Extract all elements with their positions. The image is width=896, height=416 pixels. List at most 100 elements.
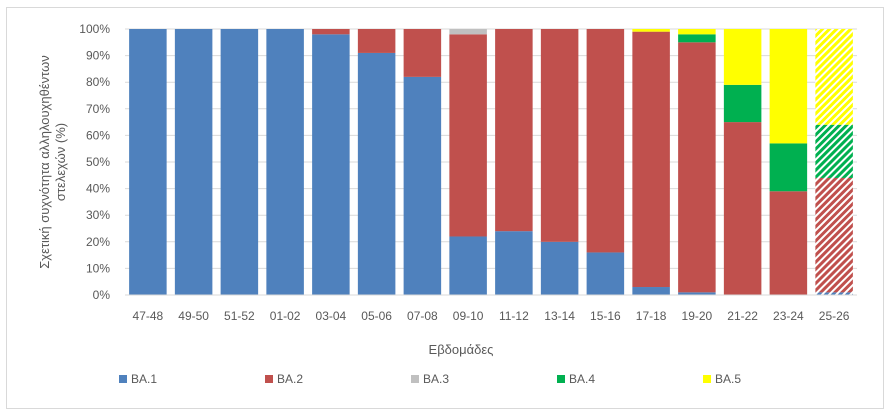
legend: BA.1 BA.2 BA.3 BA.4 BA.5	[119, 372, 741, 386]
y-tick-label: 0%	[93, 288, 111, 302]
y-axis-label-line-1: Σχετική συχνότητα αλληλουχηθέντων	[37, 55, 52, 269]
x-tick-label: 13-14	[544, 309, 575, 323]
bar-ba-1-05-06	[357, 52, 396, 295]
x-tick-label: 17-18	[636, 309, 667, 323]
x-tick-label: 25-26	[819, 309, 850, 323]
bar-ba-1-07-08	[403, 76, 442, 295]
bar-stack-11-12	[495, 29, 533, 295]
y-tick-label: 50%	[86, 155, 110, 169]
bars	[129, 29, 853, 295]
bar-ba-2-13-14	[540, 29, 579, 242]
bar-stack-23-24	[769, 29, 808, 295]
legend-swatch	[265, 375, 273, 383]
bar-ba-1-01-02	[266, 29, 304, 295]
bar-stack-49-50	[174, 29, 213, 295]
bar-stack-09-10	[449, 29, 487, 295]
legend-item-ba-1: BA.1	[119, 372, 157, 386]
bar-ba-1-11-12	[495, 231, 533, 295]
bar-stack-47-48	[129, 29, 167, 295]
bar-ba-2-09-10	[449, 34, 487, 237]
legend-item-ba-5: BA.5	[703, 372, 741, 386]
bar-ba-4-21-22	[723, 84, 762, 123]
bar-ba-5-25-26	[815, 29, 853, 125]
bar-ba-5-19-20	[678, 29, 716, 35]
bar-ba-2-11-12	[495, 29, 533, 232]
x-axis-label: Εβδομάδες	[429, 342, 494, 357]
bar-stack-21-22	[723, 29, 762, 295]
x-tick-label: 05-06	[361, 309, 392, 323]
x-tick-label: 19-20	[682, 309, 713, 323]
bar-ba-1-51-52	[220, 29, 259, 295]
x-tick-label: 49-50	[178, 309, 209, 323]
bar-ba-1-47-48	[129, 29, 167, 295]
legend-swatch	[119, 375, 127, 383]
bar-ba-2-07-08	[403, 29, 442, 77]
x-tick-label: 47-48	[133, 309, 164, 323]
bar-ba-5-17-18	[632, 29, 670, 32]
bar-ba-4-23-24	[769, 143, 808, 192]
legend-label: BA.3	[423, 372, 449, 386]
bar-stack-15-16	[586, 29, 625, 295]
legend-label: BA.5	[715, 372, 741, 386]
bar-ba-1-03-04	[312, 34, 350, 295]
bar-ba-2-25-26	[815, 177, 853, 293]
y-tick-label: 70%	[86, 102, 110, 116]
bar-ba-2-03-04	[312, 29, 350, 35]
bar-stack-01-02	[266, 29, 304, 295]
bar-ba-5-23-24	[769, 29, 808, 144]
legend-label: BA.1	[131, 372, 157, 386]
bar-ba-2-21-22	[723, 122, 762, 295]
x-tick-label: 11-12	[499, 309, 529, 323]
legend-item-ba-2: BA.2	[265, 372, 303, 386]
x-tick-label: 21-22	[727, 309, 758, 323]
bar-stack-07-08	[403, 29, 442, 295]
bar-ba-4-19-20	[678, 34, 716, 43]
bar-stack-05-06	[357, 29, 396, 295]
y-tick-label: 100%	[79, 22, 110, 36]
y-tick-label: 30%	[86, 208, 110, 222]
bar-stack-17-18	[632, 29, 670, 295]
legend-swatch	[703, 375, 711, 383]
y-tick-label: 40%	[86, 182, 110, 196]
x-axis-ticks: 47-48 49-50 51-52 01-02 03-04 05-06 07-08 09-10…	[133, 309, 850, 323]
bar-ba-3-09-10	[449, 29, 487, 35]
bar-stack-19-20	[678, 29, 716, 295]
legend-swatch	[411, 375, 419, 383]
bar-ba-2-17-18	[632, 31, 670, 288]
bar-ba-1-15-16	[586, 252, 625, 295]
x-tick-label: 23-24	[773, 309, 804, 323]
y-tick-label: 90%	[86, 49, 110, 63]
bar-ba-1-49-50	[174, 29, 213, 295]
chart-frame: 0% 10% 20% 30% 40% 50% 60% 70% 80% 90% 100% 47-48 4…	[6, 7, 884, 409]
y-tick-label: 20%	[86, 235, 110, 249]
bar-ba-1-13-14	[540, 241, 579, 295]
stacked-bar-chart: 0%10%20%30%40%50%60%70%80%90%100% 47-48 4…	[37, 22, 857, 386]
bar-ba-1-17-18	[632, 287, 670, 295]
legend-item-ba-4: BA.4	[557, 372, 595, 386]
bar-stack-13-14	[540, 29, 579, 295]
y-axis-label-line-2: στελεχών (%)	[53, 123, 68, 201]
y-tick-label: 60%	[86, 128, 110, 142]
bar-stack-25-26	[815, 29, 853, 295]
x-tick-label: 01-02	[270, 309, 301, 323]
x-tick-label: 15-16	[590, 309, 621, 323]
x-tick-label: 03-04	[316, 309, 347, 323]
legend-label: BA.2	[277, 372, 303, 386]
bar-ba-5-21-22	[723, 29, 762, 85]
legend-swatch	[557, 375, 565, 383]
bar-ba-2-23-24	[769, 191, 808, 295]
bar-ba-1-09-10	[449, 236, 487, 295]
bar-stack-51-52	[220, 29, 259, 295]
y-axis-ticks: 0% 10% 20% 30% 40% 50% 60% 70% 80% 90% 100%	[79, 22, 110, 302]
legend-label: BA.4	[569, 372, 595, 386]
bar-ba-1-19-20	[678, 292, 716, 295]
bar-ba-2-19-20	[678, 42, 716, 293]
y-tick-label: 10%	[86, 261, 110, 275]
bar-ba-1-25-26	[815, 292, 853, 295]
x-tick-label: 51-52	[224, 309, 255, 323]
bar-ba-4-25-26	[815, 124, 853, 178]
bar-ba-2-15-16	[586, 29, 625, 253]
legend-item-ba-3: BA.3	[411, 372, 449, 386]
bar-ba-2-05-06	[357, 29, 396, 53]
x-tick-label: 07-08	[407, 309, 438, 323]
